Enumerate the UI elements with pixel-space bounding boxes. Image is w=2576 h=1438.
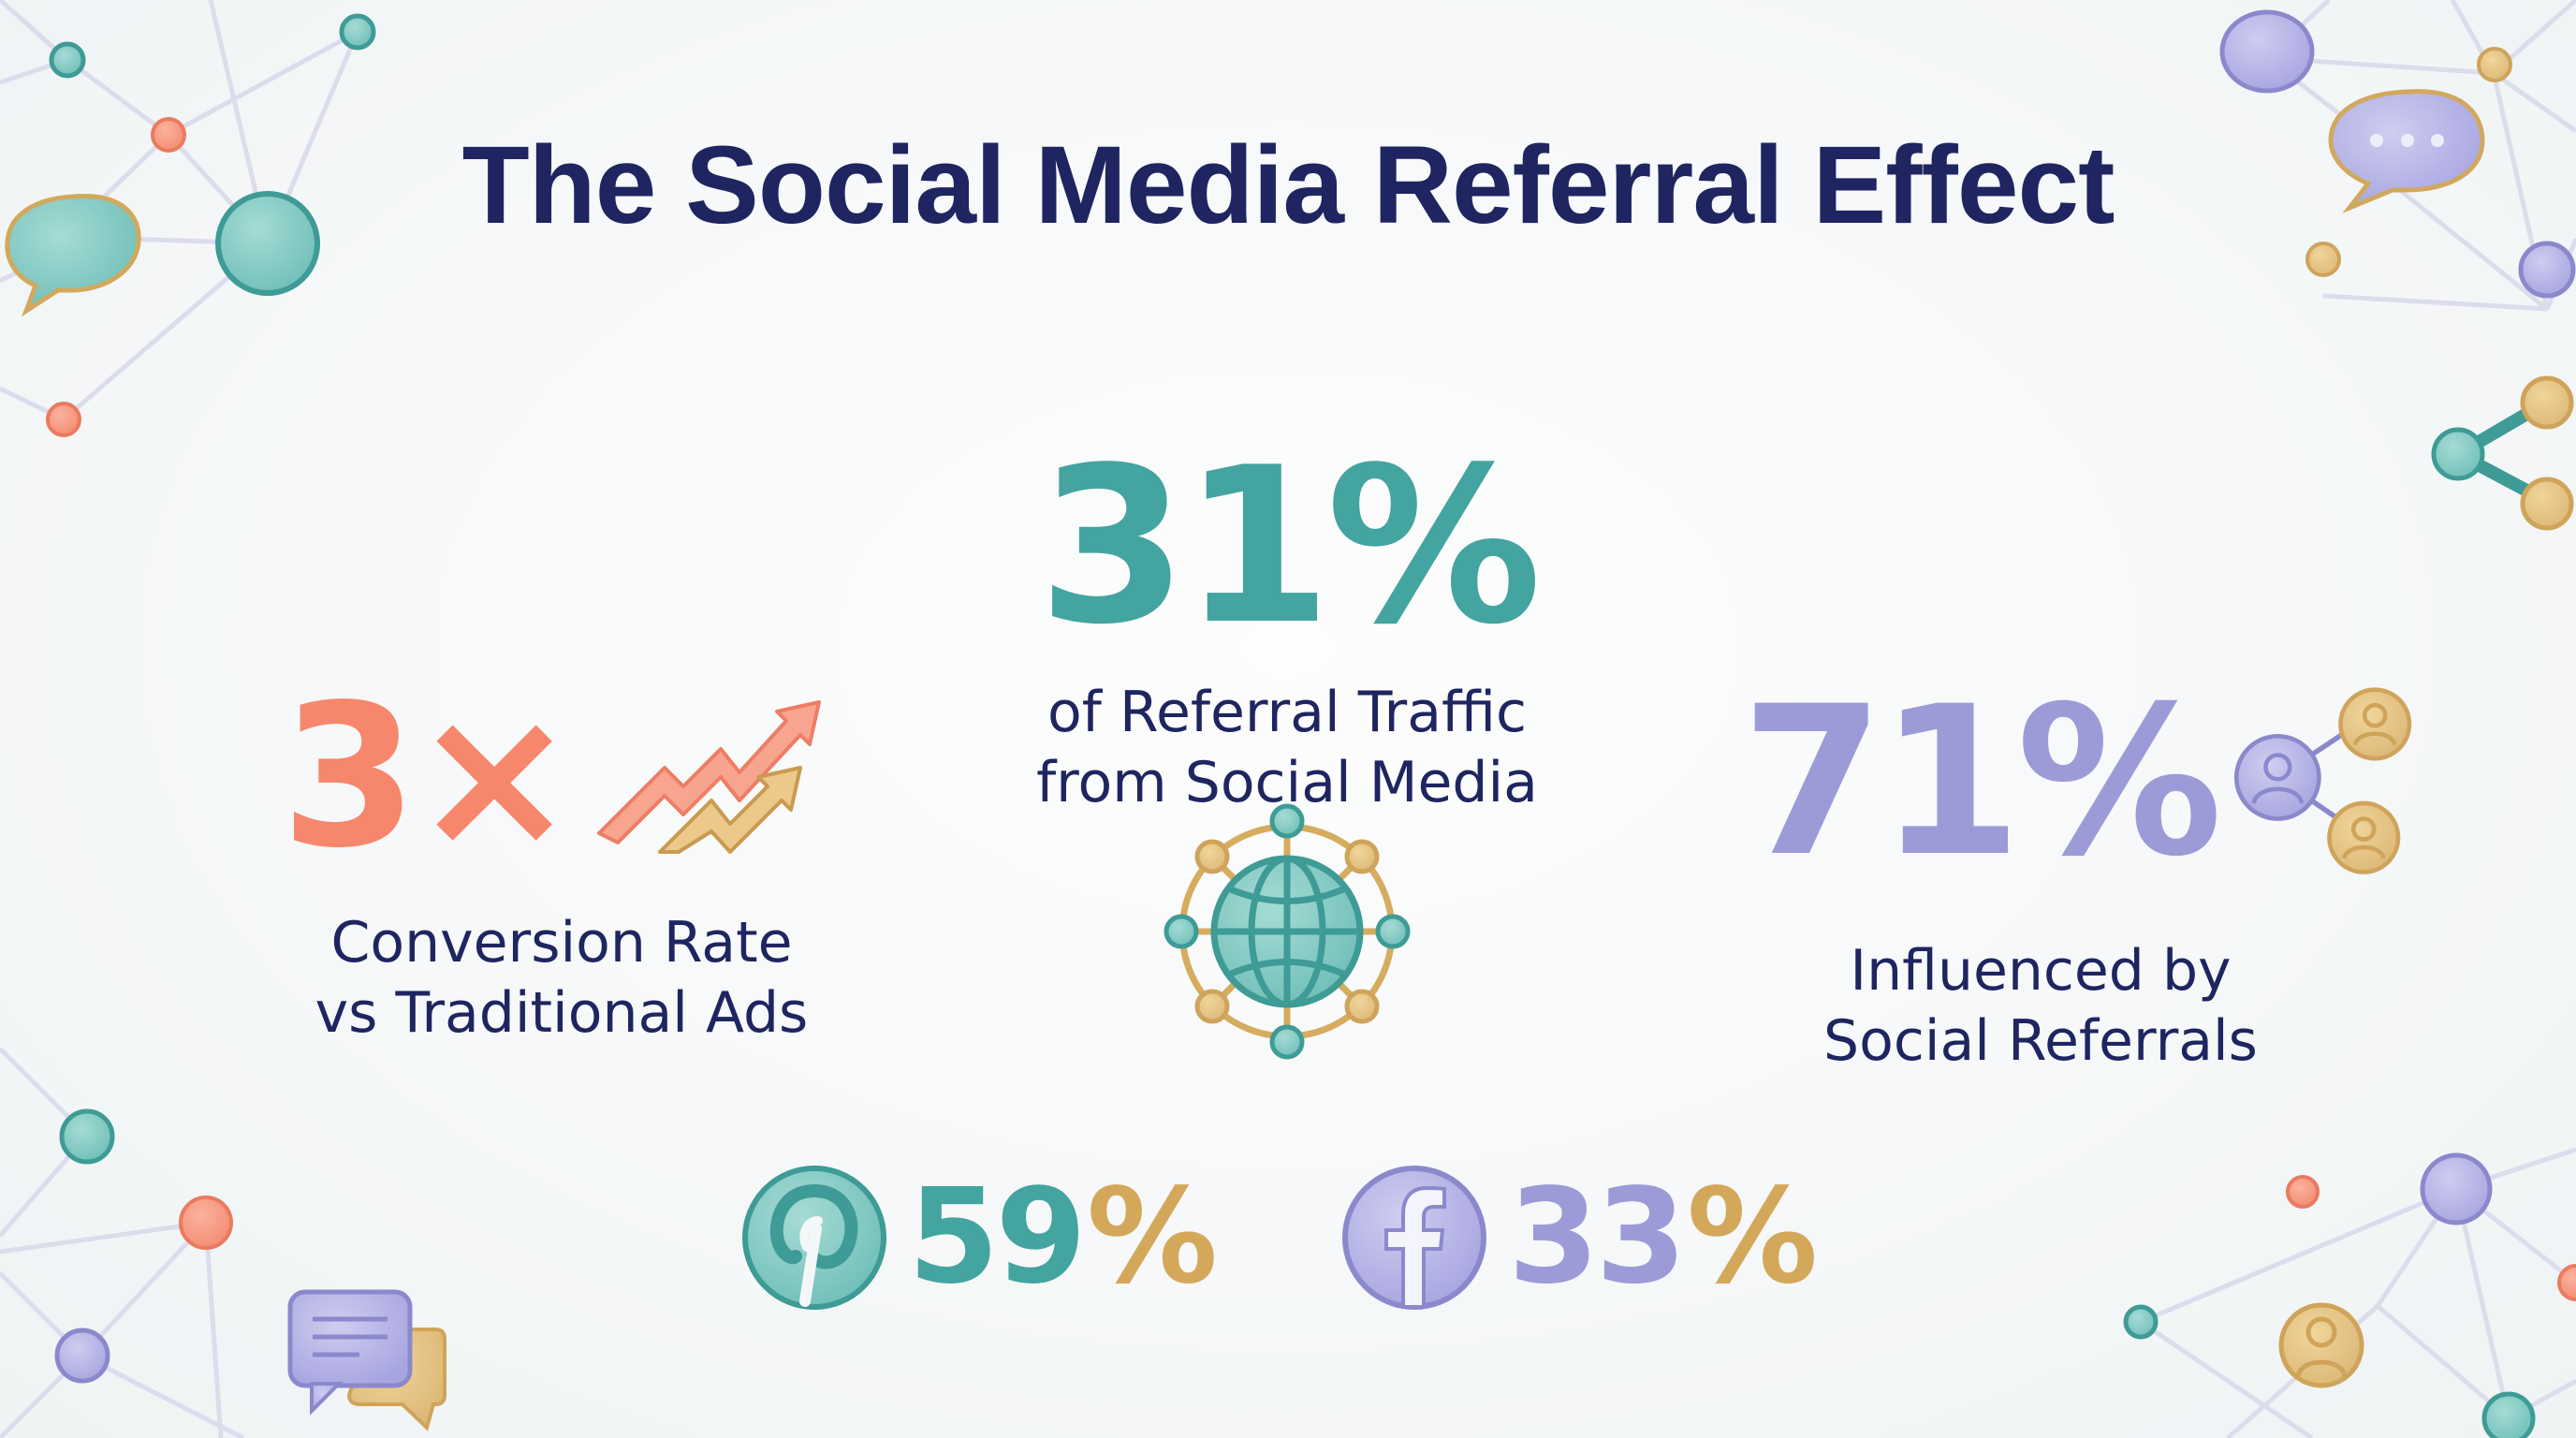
stat-influenced-label-line1: Influenced by	[1850, 938, 2232, 1004]
stat-conversion-rate: 3× Conversion Rate vs Traditional Ads	[281, 674, 842, 1049]
facebook-icon	[1342, 1165, 1487, 1310]
platform-facebook: 33%	[1339, 1161, 1818, 1313]
stat-conversion-label-line2: vs Traditional Ads	[315, 980, 809, 1046]
globe-network-icon	[1164, 803, 1411, 1060]
facebook-value: 33	[1508, 1161, 1687, 1313]
stat-referral-value: 31%	[1037, 422, 1543, 672]
page-title: The Social Media Referral Effect	[461, 124, 2115, 247]
speech-bubble-icon	[5, 194, 141, 317]
user-share-network-icon	[2233, 687, 2411, 874]
stat-influenced-value: 71%	[1741, 662, 2223, 902]
share-icon	[2431, 375, 2574, 531]
pinterest-unit: %	[1086, 1161, 1219, 1313]
user-avatar-icon	[2278, 1302, 2364, 1388]
typing-chat-bubble-icon	[2328, 89, 2485, 213]
trending-up-arrows-icon	[597, 700, 822, 854]
facebook-unit: %	[1686, 1161, 1819, 1313]
stat-referral-label-line1: of Referral Traffic	[1047, 680, 1527, 745]
platform-pinterest: 59%	[739, 1161, 1218, 1313]
pinterest-icon	[742, 1165, 886, 1310]
chat-bubbles-icon	[287, 1289, 446, 1431]
stat-influenced-label-line2: Social Referrals	[1823, 1008, 2258, 1074]
stat-conversion-label-line1: Conversion Rate	[330, 910, 793, 976]
stat-influenced: 71% Influenced by Social Referrals	[1741, 674, 2415, 1077]
stat-referral-traffic: 31% of Referral Traffic from Social Medi…	[936, 440, 1638, 818]
platform-stats: 59% 33%	[739, 1161, 1939, 1313]
stat-conversion-value: 3×	[281, 662, 577, 891]
pinterest-value: 59	[908, 1161, 1087, 1313]
